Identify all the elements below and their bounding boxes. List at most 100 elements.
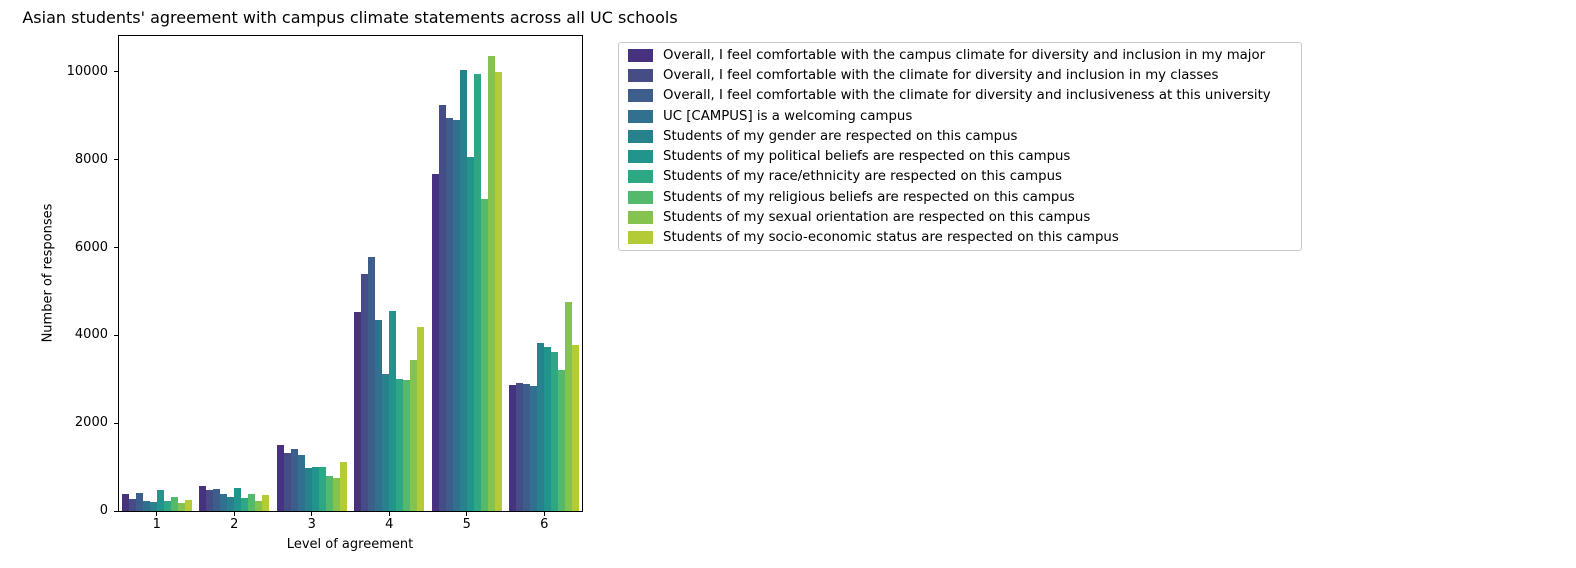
bar (544, 347, 552, 511)
bar (480, 199, 488, 511)
bar (128, 499, 136, 511)
bar (255, 500, 263, 511)
legend-item: Overall, I feel comfortable with the cli… (619, 65, 1301, 85)
bar (530, 386, 538, 511)
bar (417, 327, 425, 511)
bar (558, 370, 566, 511)
bar (170, 496, 178, 511)
bar (149, 502, 157, 511)
legend-label: Students of my gender are respected on t… (663, 128, 1018, 144)
bar (276, 445, 284, 511)
x-tick-label: 1 (152, 517, 161, 532)
x-tick-mark (388, 512, 390, 516)
bar (494, 71, 502, 511)
bar (163, 500, 171, 511)
bar (184, 499, 192, 511)
x-tick-mark (156, 512, 158, 516)
legend-swatch (628, 129, 653, 143)
bar (318, 467, 326, 511)
legend-item: UC [CAMPUS] is a welcoming campus (619, 106, 1301, 126)
legend-swatch (628, 89, 653, 103)
legend-label: Overall, I feel comfortable with the cli… (663, 88, 1271, 104)
bar (135, 493, 143, 511)
legend-label: Students of my race/ethnicity are respec… (663, 169, 1062, 185)
legend-label: Students of my sexual orientation are re… (663, 210, 1091, 226)
bar (452, 120, 460, 511)
bar (516, 382, 524, 511)
legend-item: Students of my socio-economic status are… (619, 228, 1301, 248)
y-tick-label: 6000 (74, 239, 108, 255)
bar (227, 497, 235, 511)
bar (121, 493, 129, 511)
y-tick-label: 10000 (66, 63, 108, 79)
plot-area (118, 35, 583, 512)
bar (509, 384, 517, 511)
bar (410, 359, 418, 511)
y-tick-mark (114, 71, 118, 73)
y-tick-mark (114, 510, 118, 512)
bar (199, 486, 207, 511)
legend-item: Students of my race/ethnicity are respec… (619, 167, 1301, 187)
bar (304, 467, 312, 511)
bar (375, 319, 383, 511)
bar (156, 490, 164, 511)
legend-swatch (628, 109, 653, 123)
legend-item: Overall, I feel comfortable with the cli… (619, 86, 1301, 106)
bar (551, 352, 559, 511)
legend-label: Overall, I feel comfortable with the cam… (663, 47, 1266, 63)
bar (354, 312, 362, 511)
legend-swatch (628, 68, 653, 82)
bar (459, 69, 467, 511)
bar (213, 488, 221, 511)
bar (431, 173, 439, 511)
x-tick-label: 6 (540, 517, 549, 532)
y-tick-label: 2000 (74, 415, 108, 431)
legend: Overall, I feel comfortable with the cam… (618, 42, 1302, 251)
y-tick-label: 8000 (74, 151, 108, 167)
bar (177, 503, 185, 511)
legend-label: UC [CAMPUS] is a welcoming campus (663, 108, 913, 124)
legend-swatch (628, 150, 653, 164)
bar (473, 74, 481, 511)
bar (325, 476, 333, 511)
legend-item: Students of my gender are respected on t… (619, 126, 1301, 146)
bar (438, 104, 446, 511)
bar (339, 462, 347, 511)
legend-swatch (628, 190, 653, 204)
bar (290, 448, 298, 511)
bar (572, 345, 580, 511)
legend-label: Students of my socio-economic status are… (663, 230, 1119, 246)
x-tick-mark (311, 512, 313, 516)
y-tick-label: 0 (99, 503, 108, 518)
legend-item: Students of my sexual orientation are re… (619, 208, 1301, 228)
y-tick-mark (114, 334, 118, 336)
bar (206, 490, 214, 511)
bar (565, 302, 573, 511)
bar (142, 500, 150, 511)
bar (445, 117, 453, 511)
legend-label: Students of my religious beliefs are res… (663, 189, 1075, 205)
bar (537, 343, 545, 511)
bar (396, 378, 404, 511)
y-tick-label: 4000 (74, 327, 108, 343)
y-tick-mark (114, 247, 118, 248)
bar (241, 498, 249, 511)
bar (332, 478, 340, 511)
y-tick-mark (114, 422, 118, 424)
bar (523, 384, 531, 511)
y-axis-label: Number of responses (40, 203, 56, 343)
bar (234, 487, 242, 511)
bar (403, 379, 411, 511)
bar (466, 157, 474, 511)
x-tick-label: 4 (385, 517, 394, 532)
legend-label: Students of my political beliefs are res… (663, 149, 1071, 165)
bar (361, 274, 369, 511)
bar (389, 310, 397, 511)
x-tick-label: 3 (307, 517, 316, 532)
legend-swatch (628, 231, 653, 245)
x-tick-mark (543, 512, 545, 516)
x-tick-label: 2 (230, 517, 239, 532)
x-tick-mark (233, 512, 235, 516)
bar (311, 467, 319, 511)
